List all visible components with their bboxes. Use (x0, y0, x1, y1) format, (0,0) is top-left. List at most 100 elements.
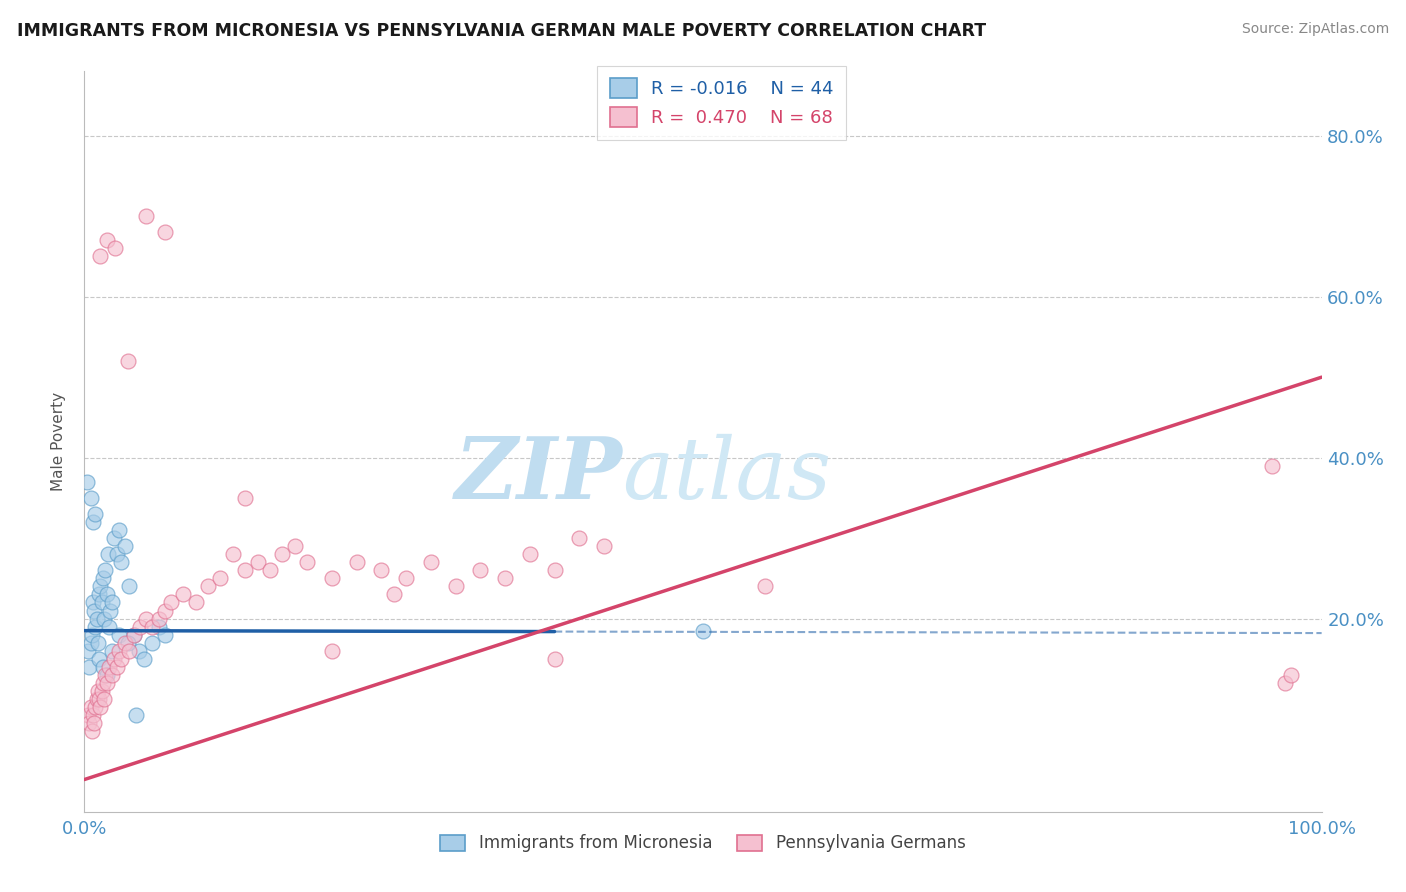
Point (91, 660, 114, 674)
Point (419, 555, 441, 569)
Point (105, 547, 128, 561)
Point (89, 579, 111, 593)
Point (1261, 458, 1284, 473)
Point (98, 660, 121, 674)
Point (82, 595, 104, 609)
Point (382, 587, 405, 601)
Point (96, 676, 118, 690)
Text: IMMIGRANTS FROM MICRONESIA VS PENNSYLVANIA GERMAN MALE POVERTY CORRELATION CHART: IMMIGRANTS FROM MICRONESIA VS PENNSYLVAN… (17, 22, 986, 40)
Point (89, 587, 111, 601)
Point (89, 700, 111, 714)
Point (104, 241, 127, 255)
Point (84, 700, 107, 714)
Point (110, 652, 132, 666)
Point (79, 716, 101, 731)
Point (141, 636, 163, 650)
Point (470, 563, 492, 577)
Point (1279, 668, 1302, 682)
Point (94, 668, 117, 682)
Point (93, 692, 115, 706)
Point (321, 644, 343, 658)
Point (96, 587, 118, 601)
Point (132, 652, 155, 666)
Point (80, 724, 103, 739)
Point (110, 555, 132, 569)
Point (100, 595, 122, 609)
Point (117, 636, 139, 650)
Point (128, 644, 150, 658)
Point (82, 708, 104, 723)
Text: Source: ZipAtlas.com: Source: ZipAtlas.com (1241, 22, 1389, 37)
Point (90, 595, 112, 609)
Point (103, 531, 125, 545)
Point (122, 628, 145, 642)
Point (84, 619, 107, 633)
Point (86, 692, 108, 706)
Point (79, 660, 101, 674)
Point (79, 700, 101, 714)
Point (89, 652, 111, 666)
Point (108, 523, 131, 537)
Point (91, 571, 114, 585)
Point (295, 555, 318, 569)
Text: ZIP: ZIP (454, 434, 623, 516)
Point (370, 563, 392, 577)
Point (125, 708, 148, 723)
Point (153, 603, 176, 617)
Point (141, 619, 163, 633)
Point (160, 595, 183, 609)
Point (83, 603, 105, 617)
Point (444, 579, 467, 593)
Point (118, 644, 141, 658)
Point (346, 555, 368, 569)
Point (100, 644, 122, 658)
Point (87, 684, 110, 698)
Point (96, 668, 118, 682)
Point (122, 628, 145, 642)
Point (593, 539, 616, 553)
Point (96, 233, 118, 247)
Point (98, 603, 121, 617)
Point (77, 708, 100, 723)
Point (692, 624, 714, 638)
Point (271, 547, 294, 561)
Point (519, 547, 541, 561)
Point (172, 587, 194, 601)
Point (543, 652, 565, 666)
Point (494, 571, 516, 585)
Point (153, 225, 176, 239)
Point (84, 507, 107, 521)
Point (148, 619, 170, 633)
Point (153, 628, 176, 642)
Point (754, 579, 776, 593)
Point (86, 611, 108, 625)
Point (76, 475, 98, 489)
Point (77, 644, 100, 658)
Point (89, 692, 111, 706)
Point (91, 676, 114, 690)
Point (222, 547, 245, 561)
Point (233, 491, 256, 505)
Point (321, 571, 343, 585)
Point (129, 619, 152, 633)
Point (82, 515, 104, 529)
Point (80, 628, 103, 642)
Point (97, 547, 120, 561)
Point (114, 636, 136, 650)
Point (103, 652, 125, 666)
Point (108, 628, 131, 642)
Point (259, 563, 281, 577)
Point (148, 611, 170, 625)
Point (100, 668, 122, 682)
Point (135, 611, 157, 625)
Point (246, 555, 269, 569)
Point (105, 660, 128, 674)
Point (79, 636, 101, 650)
Point (395, 571, 418, 585)
Legend: Immigrants from Micronesia, Pennsylvania Germans: Immigrants from Micronesia, Pennsylvania… (434, 828, 972, 859)
Point (197, 579, 219, 593)
Point (90, 684, 112, 698)
Point (117, 354, 139, 368)
Point (98, 619, 121, 633)
Point (94, 563, 117, 577)
